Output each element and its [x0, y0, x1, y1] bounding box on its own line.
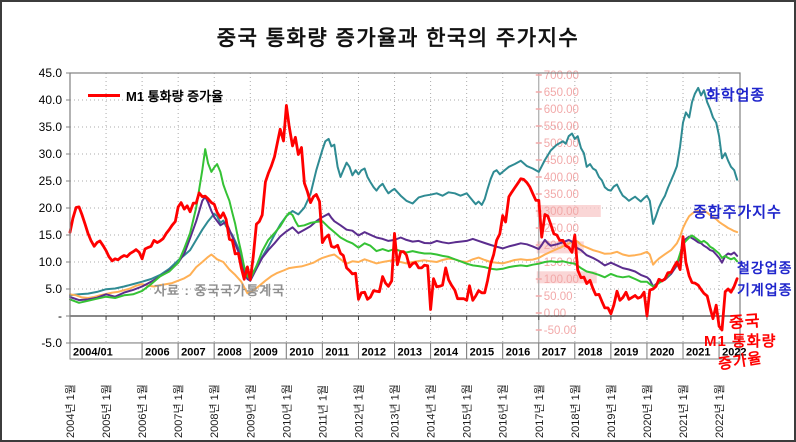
year-box-label: 2007 [181, 347, 205, 359]
secondary-axis-label: 150.00 [544, 257, 579, 269]
left-axis-label: 5.0 [45, 282, 62, 296]
m1-legend-label: M1 통화량 증가율 [126, 89, 224, 104]
year-box-label: 2015 [470, 347, 494, 359]
annotation-machinery-sector: 기계업종 [737, 282, 793, 298]
year-box-label: 2022 [722, 347, 746, 359]
secondary-axis-label: 0.00 [544, 308, 566, 320]
secondary-axis-label: 250.00 [544, 223, 579, 235]
year-box-label: 2021 [686, 347, 710, 359]
x-rotated-label: 2020년 1월 [641, 384, 654, 438]
secondary-axis-label: 550.00 [544, 121, 579, 133]
year-box [718, 342, 741, 360]
x-rotated-label: 2009년 1월 [244, 384, 257, 438]
left-axis-label: 30.0 [39, 147, 63, 161]
x-rotated-label: 2019년 1월 [605, 384, 618, 438]
year-box-label: 2009 [253, 347, 277, 359]
x-rotated-label: 2015년 1월 [461, 384, 474, 438]
x-rotated-label: 2018년 1월 [569, 384, 582, 438]
x-rotated-label: 2005년 1월 [100, 384, 113, 438]
year-box-label: 2014 [434, 347, 459, 359]
x-rotated-label: 2012년 1월 [352, 384, 365, 438]
series-line-4 [68, 104, 739, 332]
x-rotated-label: 2007년 1월 [172, 384, 185, 438]
year-box-label: 2018 [578, 347, 602, 359]
secondary-axis-label: 100.00 [544, 274, 579, 286]
left-axis-label: 45.0 [39, 66, 63, 80]
source-note: 자료 : 중국국가통계국 [154, 283, 286, 298]
secondary-axis-label: 450.00 [544, 155, 579, 167]
x-rotated-label: 2006년 1월 [136, 384, 149, 438]
chart-title: 중국 통화량 증가율과 한국의 주가지수 [216, 27, 580, 50]
secondary-axis-label: 700.00 [544, 70, 579, 82]
x-rotated-label: 2016년 1월 [497, 384, 510, 438]
left-axis-label: 25.0 [39, 174, 63, 188]
annotation-kospi-index: 종합주가지수 [693, 204, 782, 221]
highlight-mark [536, 205, 601, 217]
annotation-m1-line2: M1 통화량 [704, 333, 777, 350]
year-box-label: 2004/01 [73, 347, 113, 359]
annotation-steel-sector: 철강업종 [737, 260, 793, 276]
left-axis-label: -5.0 [41, 336, 62, 350]
secondary-axis-label: 350.00 [544, 189, 579, 201]
annotation-chemical-sector: 화학업종 [706, 87, 766, 104]
secondary-axis-label: -50.00 [544, 325, 577, 337]
left-axis-label: 35.0 [39, 120, 63, 134]
x-rotated-label: 2014년 1월 [425, 384, 438, 438]
secondary-axis-label: 50.00 [544, 291, 573, 303]
left-axis-label: 20.0 [39, 201, 63, 215]
year-box-label: 2016 [506, 347, 530, 359]
year-box-label: 2019 [614, 347, 638, 359]
year-box-label: 2008 [217, 347, 241, 359]
x-rotated-label: 2013년 1월 [389, 384, 402, 438]
left-axis-label: 15.0 [39, 228, 63, 242]
x-rotated-label: 2021년 1월 [677, 384, 690, 438]
year-box-label: 2017 [542, 347, 566, 359]
left-axis-label: 40.0 [39, 93, 63, 107]
highlight-mark [536, 271, 597, 284]
secondary-axis-label: 300.00 [544, 206, 579, 218]
secondary-axis-label: 600.00 [544, 104, 579, 116]
x-rotated-label: 2011년 1월 [316, 385, 329, 438]
x-rotated-label: 2022년 1월 [713, 384, 726, 438]
left-axis-label: - [58, 309, 62, 323]
m1-legend-line-swatch [88, 94, 120, 97]
x-rotated-label: 2017년 1월 [533, 384, 546, 438]
left-axis-label: 10.0 [39, 255, 63, 269]
year-box-label: 2011 [325, 347, 349, 359]
year-box-label: 2010 [289, 347, 313, 359]
secondary-axis-label: 650.00 [544, 87, 579, 99]
year-box-label: 2020 [650, 347, 674, 359]
series-line-1 [69, 209, 739, 299]
secondary-axis-label: 500.00 [544, 138, 579, 150]
legend: M1 통화량 증가율 [88, 86, 223, 105]
year-box-label: 2006 [145, 347, 169, 359]
series-line-0 [69, 86, 739, 297]
x-rotated-label: 2008년 1월 [208, 384, 221, 438]
x-rotated-label: 2004년 1월 [64, 384, 77, 438]
year-box-label: 2013 [398, 347, 422, 359]
x-rotated-label: 2010년 1월 [280, 384, 293, 438]
year-box-label: 2012 [361, 347, 385, 359]
secondary-axis-label: 400.00 [544, 172, 579, 184]
